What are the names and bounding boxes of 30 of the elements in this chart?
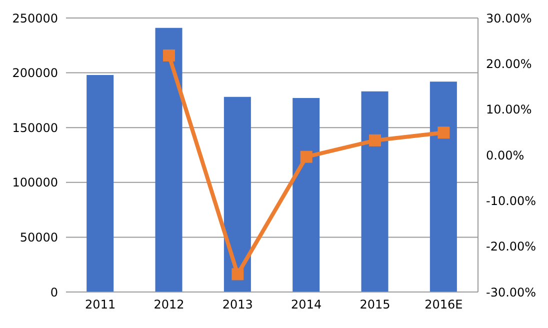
y2-tick-label: 0.00% [486, 148, 524, 162]
bar [292, 98, 320, 292]
y-tick-label: 200000 [12, 66, 58, 80]
y-tick-label: 50000 [20, 230, 58, 244]
x-tick-label: 2011 [85, 298, 116, 312]
bar [155, 28, 182, 292]
bar [224, 96, 251, 292]
y2-tick-label: 10.00% [486, 102, 532, 117]
y-tick-label: 250000 [12, 11, 58, 26]
bar [361, 91, 388, 292]
point [300, 150, 312, 163]
point [232, 268, 244, 280]
x-tick-label: 2015 [360, 298, 390, 312]
y2-tick-label: 20.00% [486, 56, 532, 71]
bar [430, 82, 457, 292]
y2-tick-label: -10.00% [486, 194, 536, 208]
y2-tick-label: 30.00% [486, 11, 532, 26]
bar [86, 74, 114, 292]
x-tick-label: 2014 [291, 298, 322, 312]
x-tick-label: 2016E [424, 298, 463, 312]
point [438, 126, 450, 139]
x-tick-label: 2013 [222, 298, 253, 312]
x-tick-label: 2012 [154, 298, 184, 312]
y-tick-label: 0 [50, 285, 58, 300]
y-tick-label: 150000 [12, 120, 58, 135]
point [163, 49, 175, 62]
y2-tick-label: -20.00% [486, 240, 536, 254]
y-tick-label: 100000 [12, 176, 58, 190]
point [369, 134, 381, 146]
y2-tick-label: -30.00% [486, 285, 536, 300]
